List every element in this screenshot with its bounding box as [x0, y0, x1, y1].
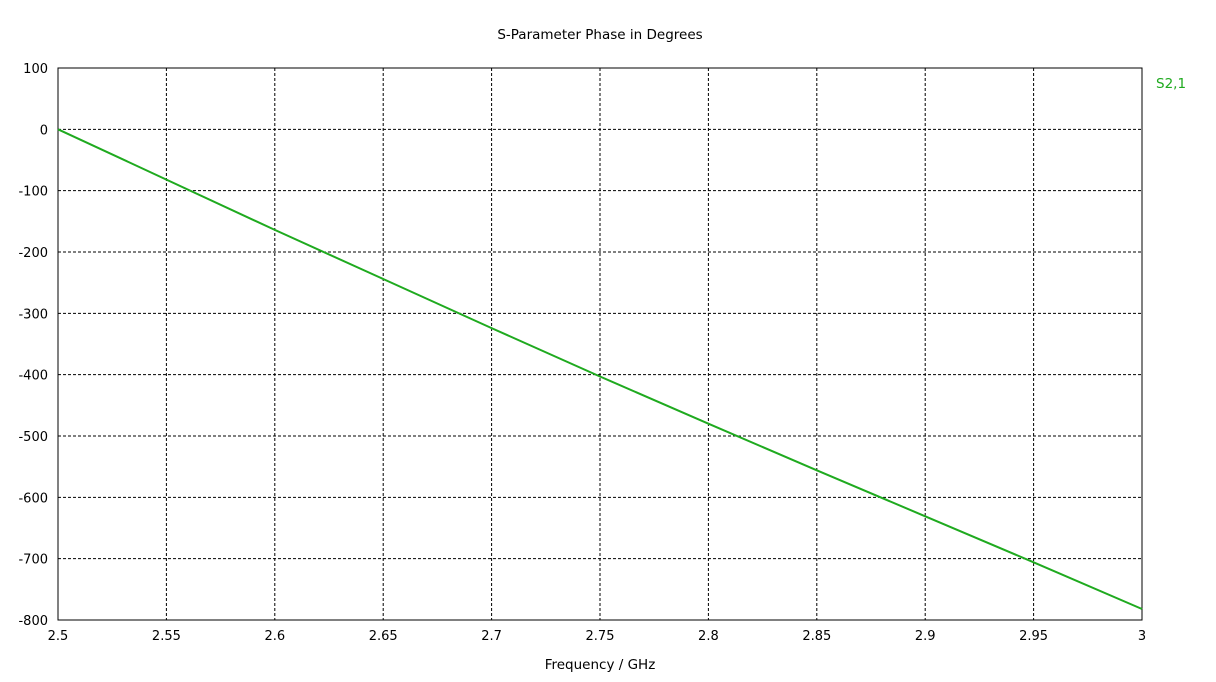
x-tick-label: 2.5	[48, 629, 69, 644]
y-tick-label: -600	[18, 491, 48, 506]
grid-lines	[58, 68, 1142, 620]
chart-title: S-Parameter Phase in Degrees	[497, 27, 702, 43]
x-tick-label: 2.8	[698, 629, 719, 644]
plot-frame	[57, 67, 1143, 621]
x-tick-label: 2.85	[802, 629, 831, 644]
y-tick-label: 0	[40, 123, 48, 138]
y-tick-label: -100	[18, 185, 48, 200]
x-axis-label: Frequency / GHz	[545, 657, 656, 673]
series-line-s21[interactable]	[57, 128, 1143, 610]
x-tick-label: 2.9	[915, 629, 936, 644]
x-tick-label: 2.55	[152, 629, 181, 644]
x-tick-label: 3	[1138, 629, 1146, 644]
series-layer	[57, 128, 1143, 610]
y-tick-label: -200	[18, 246, 48, 261]
legend-entry-s21[interactable]: S2,1	[1156, 76, 1186, 92]
x-tick-label: 2.95	[1019, 629, 1048, 644]
y-tick-label: -500	[18, 430, 48, 445]
x-tick-label: 2.7	[481, 629, 502, 644]
y-tick-label: -400	[18, 369, 48, 384]
y-tick-label: 100	[23, 62, 48, 77]
y-tick-label: -800	[18, 614, 48, 629]
x-tick-label: 2.65	[369, 629, 398, 644]
y-axis: 100 0 -100 -200 -300 -400 -500 -600 -700 -800	[18, 62, 48, 629]
x-tick-label: 2.6	[264, 629, 285, 644]
x-tick-label: 2.75	[586, 629, 615, 644]
x-axis: 2.5 2.55 2.6 2.65 2.7 2.75 2.8 2.85 2.9 2.95 3	[48, 629, 1146, 644]
y-tick-label: -700	[18, 553, 48, 568]
y-tick-label: -300	[18, 307, 48, 322]
